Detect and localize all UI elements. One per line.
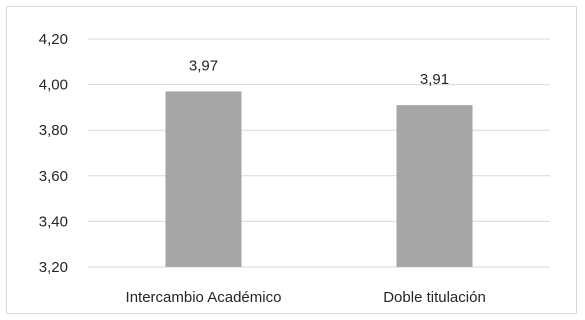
y-tick-label: 3,60 xyxy=(39,168,68,185)
chart-frame xyxy=(6,6,577,314)
data-label: 3,91 xyxy=(420,71,449,88)
y-axis-tick-labels: 3,20 3,40 3,60 3,80 4,00 4,20 xyxy=(39,31,68,276)
category-label: Doble titulación xyxy=(383,289,486,306)
bar xyxy=(165,91,242,267)
x-axis-category-labels: Intercambio Académico Doble titulación xyxy=(126,289,486,306)
y-tick-label: 3,20 xyxy=(39,259,68,276)
y-tick-label: 3,80 xyxy=(39,122,68,139)
y-tick-label: 3,40 xyxy=(39,213,68,230)
gridlines xyxy=(88,38,550,268)
bars xyxy=(165,91,473,268)
data-label: 3,97 xyxy=(189,57,218,74)
y-tick-label: 4,00 xyxy=(39,77,68,94)
category-label: Intercambio Académico xyxy=(126,289,282,306)
bar xyxy=(396,105,473,268)
y-tick-label: 4,20 xyxy=(39,31,68,48)
data-labels: 3,97 3,91 xyxy=(189,57,449,88)
